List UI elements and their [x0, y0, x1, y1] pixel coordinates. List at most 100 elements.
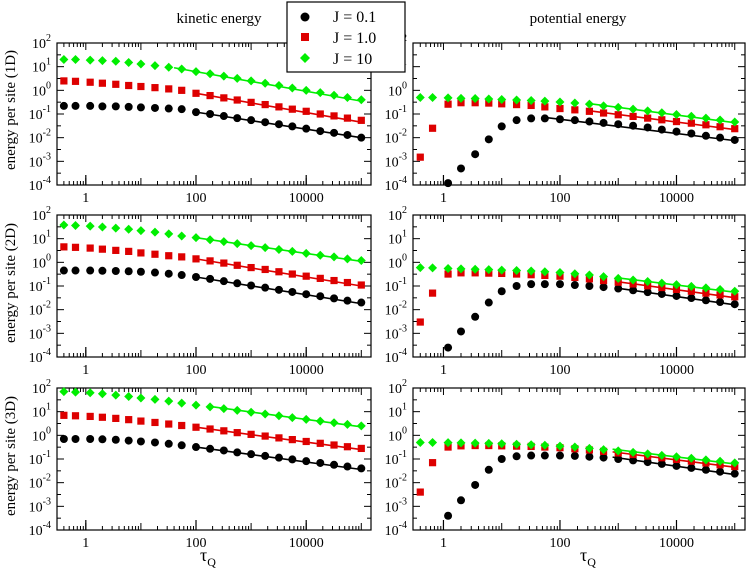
- panel-r1-c0-point: [136, 267, 145, 276]
- panel-r2-c0-point: [136, 437, 145, 446]
- panel-r2-c0-point: [205, 402, 215, 412]
- panel-r0-c0-point: [191, 67, 201, 77]
- panel-r1-c1-point: [540, 267, 550, 277]
- panel-r2-c1-point: [497, 439, 507, 449]
- panel-r0-c0-point: [136, 103, 145, 112]
- panel-r1-c0-ytick-label: 10-3: [29, 323, 51, 342]
- panel-r1-c1-point: [671, 280, 681, 290]
- panel-r0-c0-point: [343, 114, 352, 122]
- panel-r2-c0-point: [288, 455, 297, 464]
- panel-r1-c0-ytick-label: 102: [32, 205, 51, 224]
- panel-r2-c1-point: [730, 469, 739, 478]
- panel-r0-c0-point: [59, 101, 68, 110]
- ytick-base: 10: [388, 84, 402, 99]
- ytick-exp: -2: [43, 128, 51, 139]
- panel-r1-c1-point: [527, 280, 536, 289]
- panel-r1-c0-point: [206, 274, 215, 283]
- x-axis-label-right-sub: Q: [587, 555, 596, 569]
- ytick-base: 10: [29, 132, 43, 147]
- panel-r1-c1-point: [614, 284, 623, 293]
- panel-r2-c1-point: [599, 453, 608, 462]
- panel-r0-c0-point: [71, 55, 81, 65]
- panel-r1-c0-xtick-label: 10000: [289, 363, 324, 378]
- ytick-base: 10: [385, 304, 399, 319]
- ytick-exp: 1: [46, 229, 51, 240]
- legend-label-j10: J = 10: [333, 51, 372, 68]
- panel-r1-c0-point: [86, 244, 94, 252]
- panel-r2-c0-point: [330, 460, 339, 469]
- x-axis-label-left: τQ: [200, 545, 216, 569]
- panel-r0-c0-point: [330, 112, 338, 120]
- panel-r0-c1-point: [540, 96, 550, 106]
- panel-r0-c0-point: [125, 81, 133, 90]
- legend-marker-j01: [300, 12, 310, 22]
- panel-r1-c0-point: [288, 270, 296, 278]
- ytick-exp: -3: [399, 323, 407, 334]
- panel-r2-c1-point: [614, 455, 623, 463]
- panel-r0-c1-point: [716, 123, 724, 131]
- panel-r1-c1-point: [672, 291, 681, 300]
- panel-r0-c0-point: [98, 79, 106, 87]
- panel-r0-c1-point: [658, 116, 666, 124]
- panel-r0-c1-point: [456, 93, 466, 103]
- x-axis-label-left-symbol: τ: [200, 545, 207, 565]
- panel-r1-c1-point: [613, 273, 623, 283]
- panel-r1-c0-point: [151, 250, 159, 258]
- panel-r1-c0-point: [86, 266, 95, 275]
- panel-r2-c0-point: [151, 418, 159, 427]
- ytick-base: 10: [32, 406, 46, 421]
- ytick-base: 10: [32, 61, 46, 76]
- ytick-base: 10: [32, 382, 46, 397]
- panel-r1-c0-point: [164, 229, 174, 239]
- panel-r2-c1-ytick-label: 101: [388, 402, 407, 421]
- panel-r0-c0-point: [71, 77, 80, 85]
- panel-r0-c1-point: [540, 114, 549, 123]
- panel-r1-c1-xtick-label: 100: [549, 363, 570, 378]
- panel-r1-c0-xtick-label: 100: [186, 363, 207, 378]
- panel-r2-c1-point: [428, 459, 437, 467]
- labels-layer: kinetic energy potential energy energy p…: [3, 1, 627, 569]
- panel-r1-c0-point: [287, 246, 297, 256]
- panel-r1-c0-point: [112, 246, 120, 254]
- panel-r1-c1-xtick-label: 10000: [659, 363, 694, 378]
- panel-r2-c0-point: [287, 413, 297, 423]
- panel-r2-c0-point: [71, 387, 81, 397]
- panel-r0-c1-ytick-label: 10-3: [385, 151, 407, 170]
- ytick-base: 10: [385, 351, 399, 366]
- panel-r1-c1-point: [730, 286, 740, 296]
- row-ylabel-2d: energy per site (2D): [3, 223, 19, 343]
- panel-r2-c0-point: [98, 435, 107, 444]
- panel-r1-c1-point: [716, 298, 725, 307]
- panel-r1-c1-ytick-label: 101: [388, 229, 407, 248]
- panel-r0-c0-ytick-label: 10-1: [29, 104, 51, 123]
- ytick-exp: -3: [399, 151, 407, 162]
- panel-r0-c0-ytick-label: 102: [32, 33, 51, 52]
- panel-r2-c1-ytick-label: 102: [388, 378, 407, 397]
- ytick-exp: -2: [399, 300, 407, 311]
- panel-r0-c0-point: [178, 86, 186, 94]
- panel-r2-c0-point: [343, 462, 352, 471]
- panel-r1-c0-point: [301, 248, 311, 258]
- panel-r1-c1-point: [428, 263, 438, 273]
- panel-r1-c0-point: [247, 281, 256, 290]
- panel-r1-c0-point: [316, 292, 325, 301]
- panel-r1-c0-point: [136, 226, 146, 236]
- panel-r1-c0-point: [302, 272, 310, 280]
- ytick-base: 10: [388, 382, 402, 397]
- panel-r2-c0-point: [275, 434, 283, 442]
- panel-r2-c1-point: [444, 511, 453, 520]
- panel-r0-c1-point: [613, 102, 623, 112]
- panel-r2-c1-data: [415, 437, 740, 520]
- panel-r2-c1-point: [643, 449, 653, 459]
- ytick-exp: 1: [46, 402, 51, 413]
- panel-r1-c0-point: [232, 239, 242, 249]
- panel-r0-c0-point: [177, 105, 186, 114]
- ytick-base: 10: [388, 406, 402, 421]
- panel-r0-c0-point: [136, 59, 146, 69]
- ytick-base: 10: [385, 477, 399, 492]
- panel-r2-c1-point: [555, 441, 565, 451]
- panel-r2-c1-point: [470, 438, 480, 448]
- panel-r2-c0-point: [112, 414, 120, 422]
